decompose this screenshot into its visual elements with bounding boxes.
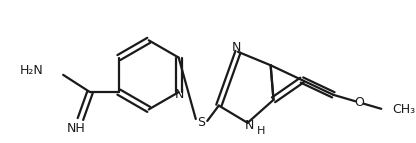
Text: S: S bbox=[198, 116, 206, 129]
Text: H: H bbox=[257, 126, 265, 136]
Text: O: O bbox=[354, 96, 364, 109]
Text: N: N bbox=[245, 119, 254, 132]
Text: CH₃: CH₃ bbox=[393, 103, 416, 116]
Text: H₂N: H₂N bbox=[20, 63, 44, 77]
Text: N: N bbox=[175, 88, 184, 101]
Text: NH: NH bbox=[67, 122, 86, 135]
Text: N: N bbox=[231, 41, 241, 54]
